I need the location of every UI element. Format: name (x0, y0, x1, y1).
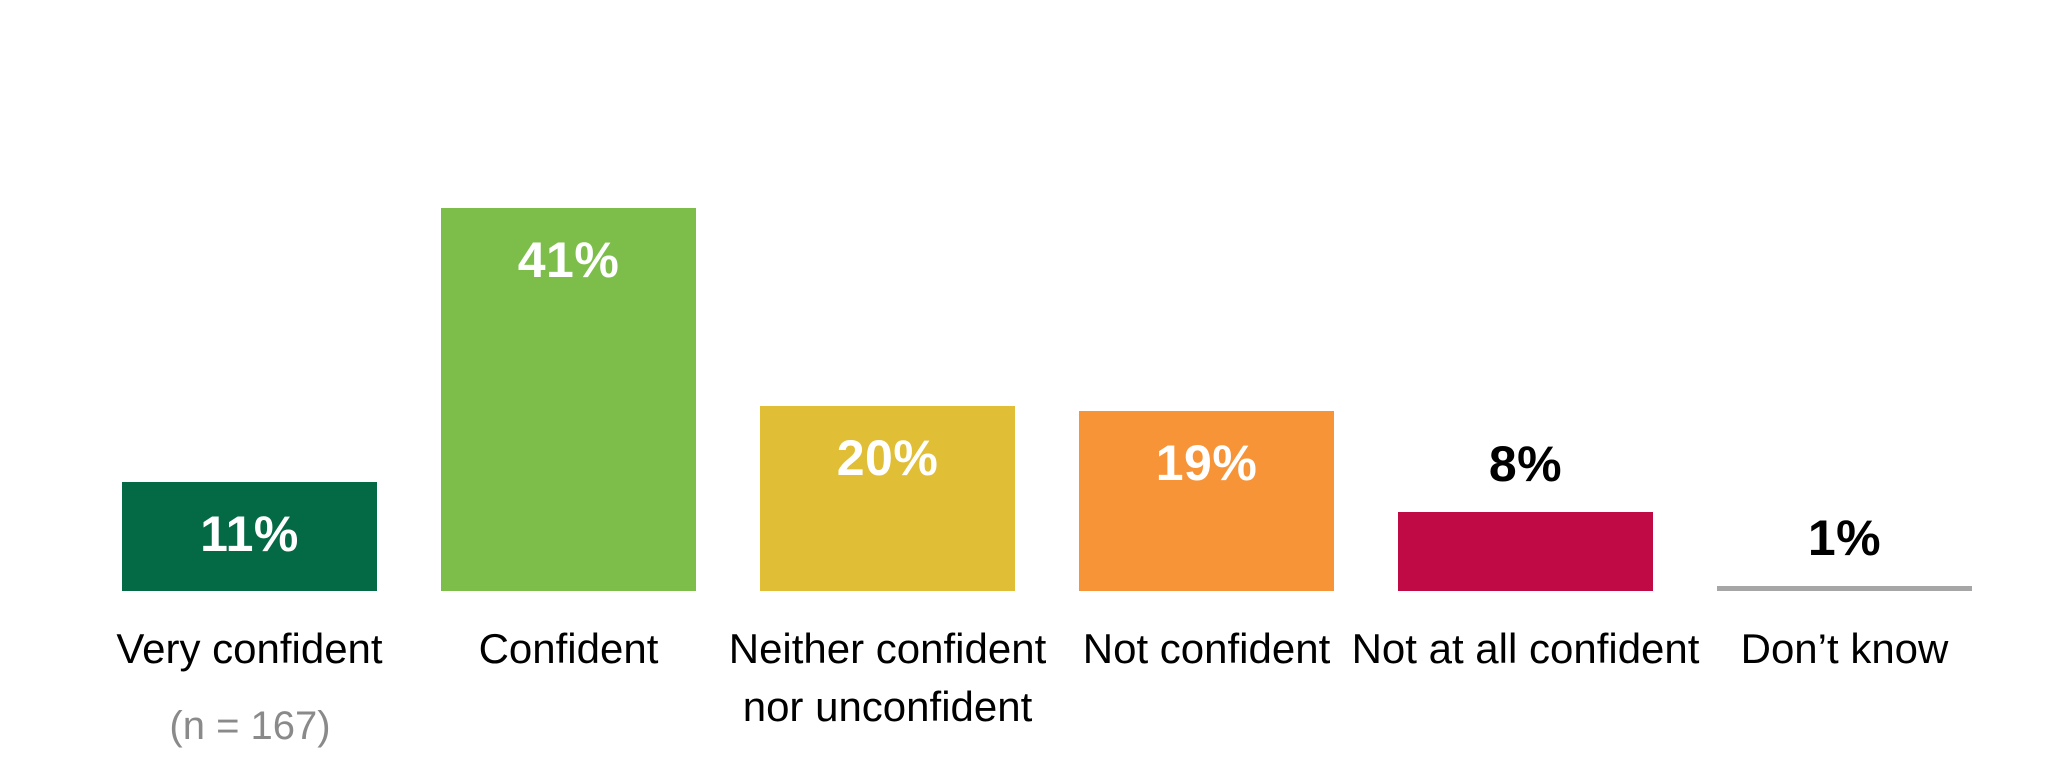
bar-neither-confident-nor-unconfident: 20% (760, 406, 1015, 591)
value-label-not-at-all-confident: 8% (1488, 436, 1563, 492)
bar-not-confident: 19% (1079, 411, 1334, 591)
category-label-neither-confident-nor-unconfident: Neither confident nor unconfident (728, 625, 1047, 730)
bar-don-t-know (1717, 586, 1972, 591)
value-label-not-confident: 19% (1155, 435, 1258, 491)
category-label-confident: Confident (478, 625, 659, 672)
value-label-neither-confident-nor-unconfident: 20% (836, 430, 939, 486)
bar-very-confident: 11% (122, 482, 377, 591)
value-label-don-t-know: 1% (1807, 510, 1882, 566)
value-label-confident: 41% (517, 232, 620, 288)
bar-not-at-all-confident (1398, 512, 1653, 591)
category-label-don-t-know: Don’t know (1740, 625, 1949, 672)
bar-confident: 41% (441, 208, 696, 591)
sample-size-note: (n = 167) (169, 704, 331, 748)
category-label-not-confident: Not confident (1082, 625, 1331, 672)
category-label-not-at-all-confident: Not at all confident (1351, 625, 1700, 672)
category-label-very-confident: Very confident (116, 625, 383, 672)
value-label-very-confident: 11% (200, 506, 299, 562)
